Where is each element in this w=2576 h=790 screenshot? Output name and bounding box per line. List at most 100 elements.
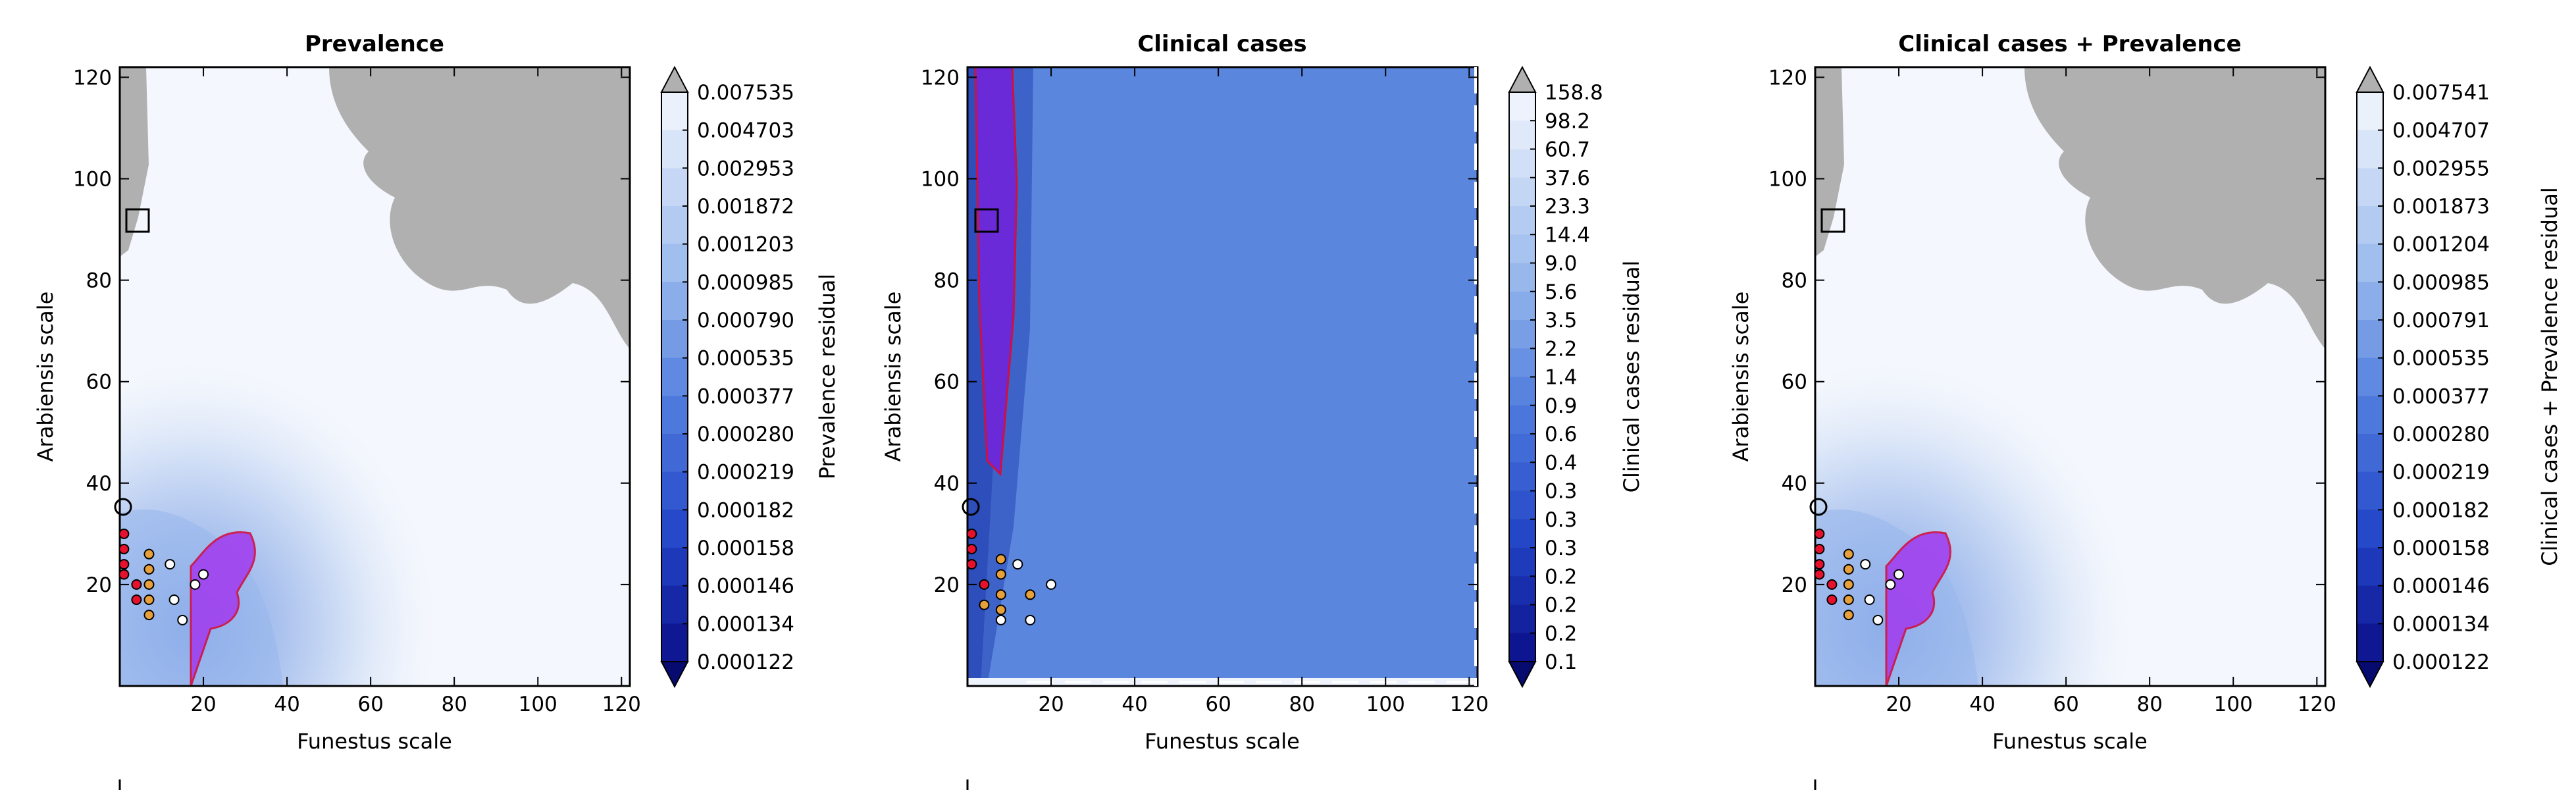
colorbar-band <box>661 471 688 510</box>
y-tick-label: 60 <box>1782 371 1807 394</box>
colorbar-tick-label: 0.6 <box>1545 423 1577 446</box>
y-tick-label: 120 <box>73 66 112 90</box>
x-axis-label: Funestus scale <box>1992 729 2148 754</box>
colorbar-band <box>661 168 688 207</box>
data-point <box>198 569 209 580</box>
colorbar-extend-bottom <box>2356 661 2384 689</box>
colorbar-tick-label: 0.2 <box>1545 594 1577 618</box>
square-marker <box>1820 208 1845 233</box>
y-tick-label: 120 <box>921 66 960 90</box>
colorbar-extend-bottom <box>1508 661 1537 689</box>
colorbar-tick-label: 3.5 <box>1545 309 1577 332</box>
colorbar-tick-label: 0.000134 <box>2392 612 2490 636</box>
data-point <box>143 579 155 590</box>
colorbar-band <box>2357 320 2383 359</box>
colorbar-band <box>2357 585 2383 624</box>
colorbar-band <box>1509 462 1535 491</box>
data-point <box>1826 579 1838 590</box>
colorbar-tick-label: 5.6 <box>1545 280 1577 304</box>
data-point <box>1860 559 1871 570</box>
data-point <box>118 559 130 570</box>
colorbar-tick-label: 0.000122 <box>2392 650 2490 674</box>
colorbar-tick-label: 0.000985 <box>2392 271 2490 294</box>
colorbar-band <box>1509 348 1535 377</box>
colorbar-extend-top <box>660 65 689 93</box>
data-point <box>979 599 990 610</box>
colorbar-band <box>2357 434 2383 473</box>
colorbar-band <box>661 282 688 321</box>
colorbar-tick-label: 0.002955 <box>2392 157 2490 180</box>
panel-title: Clinical cases + Prevalence <box>1898 31 2242 57</box>
colorbar-band <box>661 548 688 587</box>
data-point <box>1814 569 1825 580</box>
data-point <box>966 528 977 539</box>
data-point <box>118 543 130 554</box>
y-tick-label: 100 <box>1768 168 1807 192</box>
colorbar-band <box>2357 130 2383 169</box>
x-tick-label: 100 <box>2214 693 2253 716</box>
colorbar-band <box>2357 357 2383 396</box>
colorbar-frame <box>661 92 688 662</box>
colorbar-tick-label: 1.4 <box>1545 366 1577 390</box>
data-point <box>131 579 142 590</box>
colorbar-tick-label: 0.001872 <box>697 195 794 219</box>
colorbar-tick-label: 0.000219 <box>697 461 794 485</box>
colorbar-band <box>1509 263 1535 292</box>
data-point <box>168 594 180 606</box>
panel-prevalence: Prevalence 20 40 60 80 100 120 20 40 60 80 100 120… <box>33 31 840 754</box>
colorbar-band <box>1509 548 1535 577</box>
y-tick-label: 80 <box>86 269 112 293</box>
y-tick-label: 40 <box>934 472 960 496</box>
colorbar-tick-label: 0.000985 <box>697 271 794 294</box>
colorbar-band <box>1509 576 1535 605</box>
y-tick-label: 60 <box>934 371 960 394</box>
data-point <box>143 594 155 606</box>
data-point <box>995 569 1006 580</box>
data-point <box>177 614 188 625</box>
colorbar-tick-label: 0.004707 <box>2392 119 2490 143</box>
x-tick-label: 60 <box>1205 693 1231 716</box>
colorbar-tick-label: 0.000535 <box>697 347 794 371</box>
y-tick-label: 20 <box>934 573 960 597</box>
data-point <box>1814 528 1825 539</box>
colorbar-tick-label: 0.3 <box>1545 508 1577 532</box>
colorbar-band <box>1509 377 1535 406</box>
colorbar-tick-label: 0.002953 <box>697 157 794 180</box>
colorbar-band <box>1509 291 1535 321</box>
colorbar-tick-label: 0.2 <box>1545 565 1577 589</box>
colorbar-band <box>2357 92 2383 131</box>
colorbar-tick-label: 0.000377 <box>2392 384 2490 408</box>
x-tick-label: 100 <box>1366 693 1405 716</box>
colorbar-tick-label: 0.000790 <box>697 309 794 332</box>
y-tick-label: 60 <box>86 371 112 394</box>
data-point <box>1843 579 1854 590</box>
colorbar-tick-label: 0.000134 <box>697 612 794 636</box>
data-point <box>966 559 977 570</box>
colorbar-tick-label: 0.001873 <box>2392 195 2490 219</box>
data-point <box>118 528 130 539</box>
colorbar-band <box>661 320 688 359</box>
colorbar-band <box>1509 604 1535 634</box>
y-tick-label: 80 <box>1782 269 1807 293</box>
x-tick-label: 80 <box>441 693 467 716</box>
colorbar: 0.007541 0.004707 0.002955 0.001873 0.001204… <box>2356 65 2490 689</box>
panel-clinical-cases: Clinical cases 20 40 60 80 100 120 20 40 60 80 10… <box>881 31 1644 754</box>
colorbar-band <box>1509 405 1535 434</box>
colorbar-band <box>661 244 688 282</box>
data-points <box>966 528 1057 625</box>
data-point <box>1843 594 1854 606</box>
colorbar-band <box>661 92 688 131</box>
colorbar-tick-label: 0.000280 <box>2392 423 2490 446</box>
colorbar-tick-label: 0.000182 <box>697 498 794 522</box>
data-point <box>1814 559 1825 570</box>
colorbar-tick-label: 0.007541 <box>2392 81 2490 105</box>
y-tick-label: 20 <box>86 573 112 597</box>
colorbar-extend-top <box>2356 65 2384 93</box>
colorbar-band <box>1509 120 1535 149</box>
x-axis-label: Funestus scale <box>1145 729 1300 754</box>
y-ticks: 20 40 60 80 100 120 <box>73 66 630 597</box>
data-point <box>995 589 1006 600</box>
data-point <box>979 579 990 590</box>
colorbar-band <box>1509 490 1535 520</box>
colorbar-band <box>2357 471 2383 510</box>
